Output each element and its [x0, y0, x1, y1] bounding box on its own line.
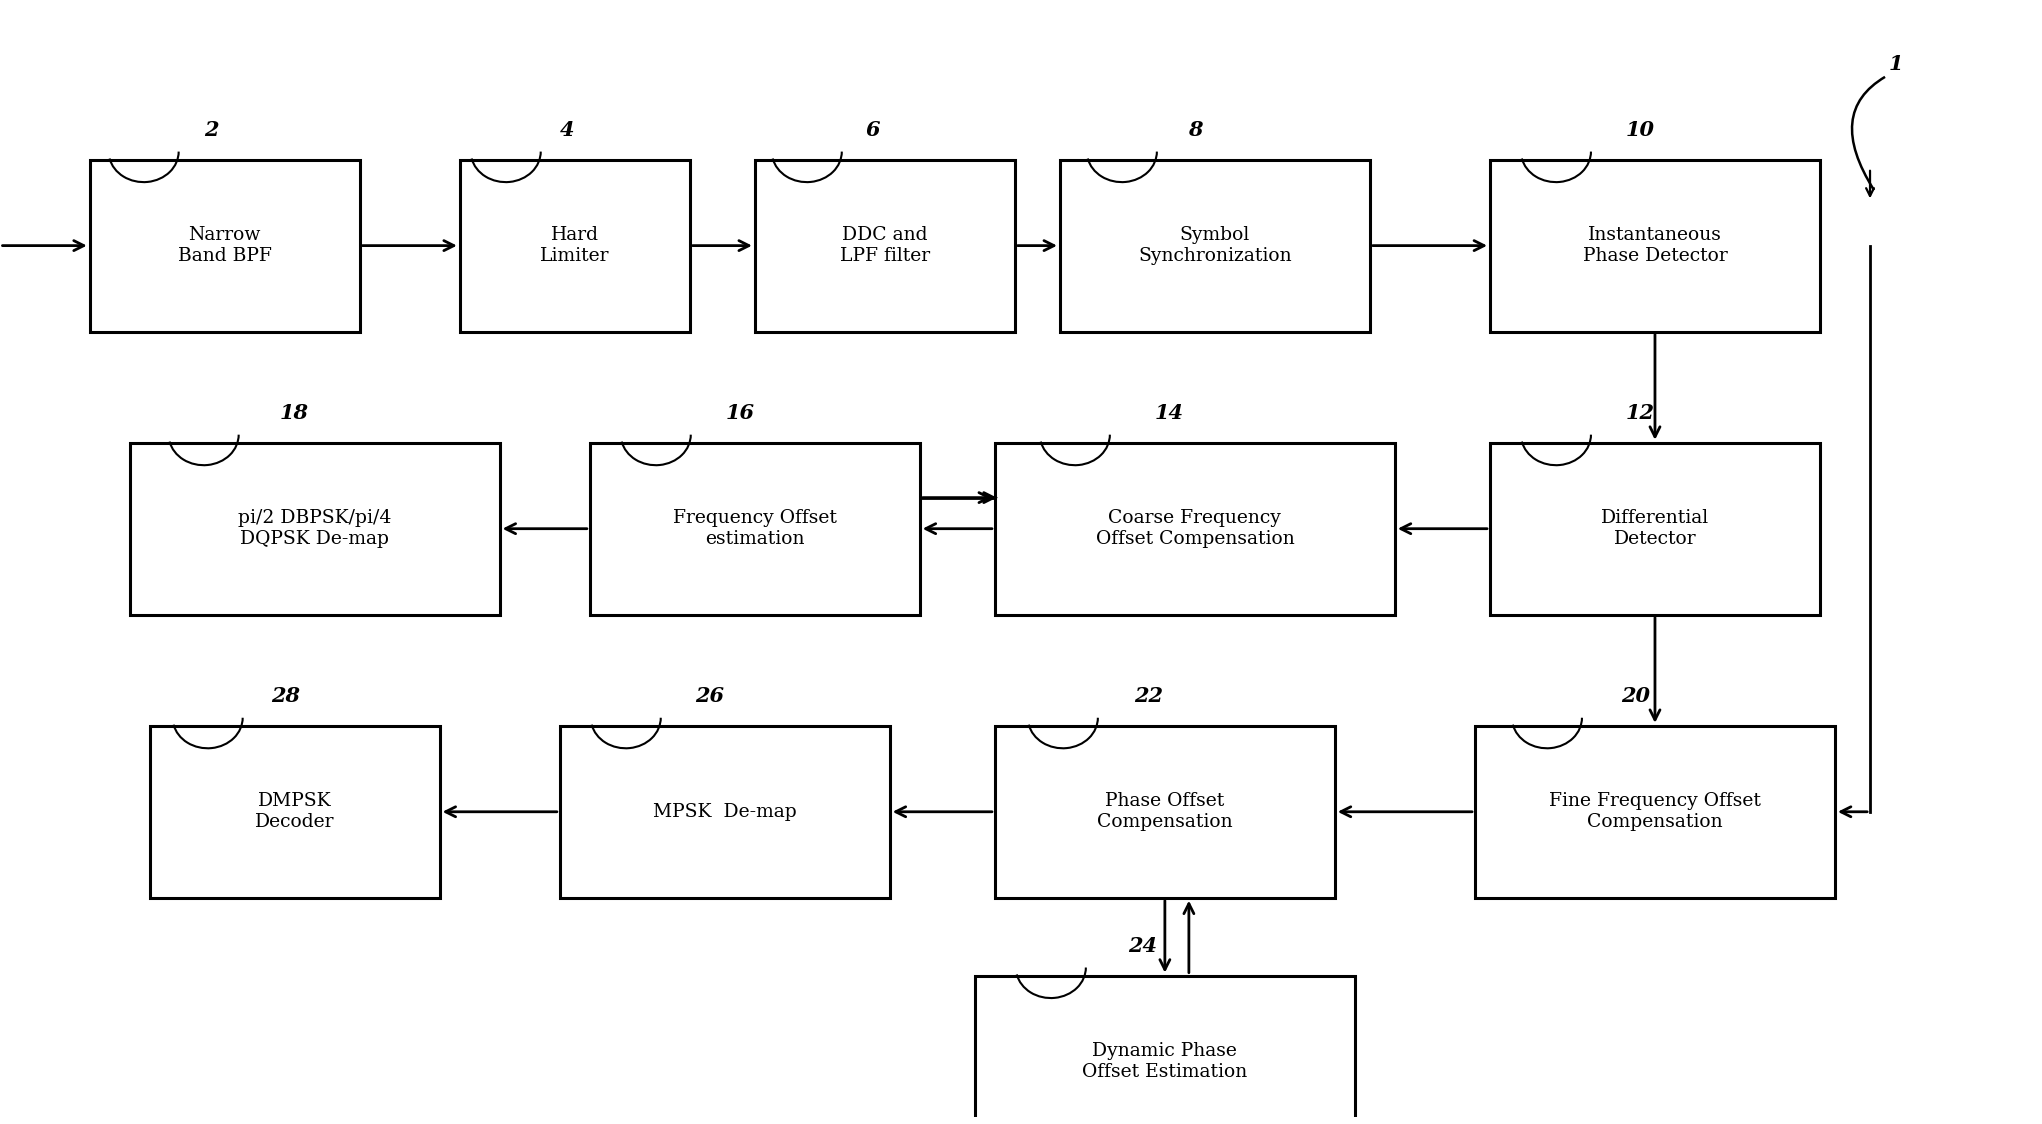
Text: Frequency Offset
estimation: Frequency Offset estimation — [674, 509, 837, 549]
FancyBboxPatch shape — [129, 443, 500, 615]
Text: MPSK  De-map: MPSK De-map — [653, 803, 796, 821]
Text: 14: 14 — [1156, 402, 1184, 423]
Text: 2: 2 — [204, 119, 218, 139]
Text: Phase Offset
Compensation: Phase Offset Compensation — [1097, 792, 1233, 831]
Text: pi/2 DBPSK/pi/4
DQPSK De-map: pi/2 DBPSK/pi/4 DQPSK De-map — [239, 509, 392, 549]
FancyBboxPatch shape — [1474, 726, 1836, 898]
FancyBboxPatch shape — [149, 726, 439, 898]
Text: Coarse Frequency
Offset Compensation: Coarse Frequency Offset Compensation — [1095, 509, 1295, 549]
FancyBboxPatch shape — [1491, 443, 1819, 615]
FancyBboxPatch shape — [994, 726, 1335, 898]
Text: 16: 16 — [725, 402, 753, 423]
Text: Symbol
Synchronization: Symbol Synchronization — [1137, 226, 1293, 265]
Text: Dynamic Phase
Offset Estimation: Dynamic Phase Offset Estimation — [1082, 1042, 1248, 1081]
FancyBboxPatch shape — [90, 160, 359, 332]
Text: Hard
Limiter: Hard Limiter — [539, 226, 609, 265]
FancyBboxPatch shape — [1060, 160, 1370, 332]
Text: 22: 22 — [1133, 686, 1162, 706]
FancyBboxPatch shape — [974, 976, 1356, 1124]
Text: 10: 10 — [1625, 119, 1654, 139]
Text: DMPSK
Decoder: DMPSK Decoder — [255, 792, 335, 831]
Text: 6: 6 — [866, 119, 880, 139]
Text: 12: 12 — [1625, 402, 1654, 423]
Text: 28: 28 — [272, 686, 300, 706]
Text: Narrow
Band BPF: Narrow Band BPF — [178, 226, 272, 265]
Text: 8: 8 — [1188, 119, 1203, 139]
Text: 24: 24 — [1127, 935, 1158, 955]
Text: 20: 20 — [1621, 686, 1650, 706]
Text: 4: 4 — [560, 119, 574, 139]
Text: DDC and
LPF filter: DDC and LPF filter — [839, 226, 929, 265]
Text: 26: 26 — [694, 686, 725, 706]
Text: Instantaneous
Phase Detector: Instantaneous Phase Detector — [1583, 226, 1728, 265]
FancyBboxPatch shape — [756, 160, 1015, 332]
FancyBboxPatch shape — [560, 726, 890, 898]
FancyBboxPatch shape — [590, 443, 919, 615]
FancyBboxPatch shape — [994, 443, 1395, 615]
FancyBboxPatch shape — [459, 160, 690, 332]
FancyBboxPatch shape — [1491, 160, 1819, 332]
Text: Fine Frequency Offset
Compensation: Fine Frequency Offset Compensation — [1550, 792, 1760, 831]
Text: 18: 18 — [280, 402, 308, 423]
Text: 1: 1 — [1889, 54, 1903, 73]
Text: Differential
Detector: Differential Detector — [1601, 509, 1709, 549]
